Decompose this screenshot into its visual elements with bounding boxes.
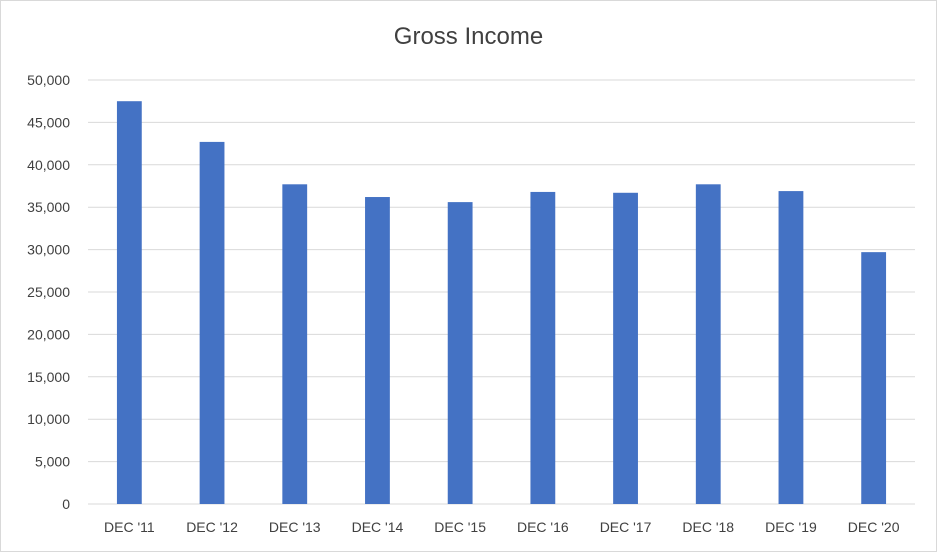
gridlines [88, 79, 915, 505]
bar [282, 184, 308, 504]
x-tick-label: DEC '11 [104, 519, 155, 535]
bar [116, 101, 142, 504]
x-tick-label: DEC '20 [848, 519, 900, 535]
y-tick-label: 35,000 [27, 199, 70, 215]
y-tick-label: 25,000 [27, 284, 70, 300]
x-tick-label: DEC '17 [600, 519, 652, 535]
y-tick-label: 15,000 [27, 369, 70, 385]
y-tick-label: 20,000 [27, 326, 70, 342]
bar [365, 197, 390, 505]
bar [447, 202, 473, 504]
bar [199, 141, 225, 505]
x-tick-label: DEC '18 [682, 519, 734, 535]
x-tick-label: DEC '13 [269, 519, 321, 535]
y-tick-label: 0 [62, 496, 70, 512]
bar [861, 252, 887, 504]
y-tick-label: 50,000 [27, 72, 70, 88]
x-tick-label: DEC '16 [517, 519, 569, 535]
y-tick-label: 45,000 [27, 114, 70, 130]
y-tick-label: 30,000 [27, 242, 70, 258]
x-tick-label: DEC '15 [434, 519, 486, 535]
y-axis-tick-labels: 0 5,000 10,000 15,000 20,000 25,000 30,000 35,0… [27, 72, 70, 512]
bar [695, 184, 721, 504]
chart-title: Gross Income [393, 23, 544, 50]
bar [613, 192, 638, 504]
y-tick-label: 40,000 [27, 157, 70, 173]
x-tick-label: DEC '12 [186, 519, 238, 535]
bar [530, 191, 556, 504]
x-tick-label: DEC '14 [352, 519, 404, 535]
bar [778, 191, 804, 504]
x-tick-label: DEC '19 [765, 519, 817, 535]
x-axis-tick-labels: DEC '11 DEC '12 DEC '13 DEC '14 DEC '15 DEC '… [104, 519, 900, 535]
y-tick-label: 10,000 [27, 411, 70, 427]
bars [116, 101, 887, 505]
y-tick-label: 5,000 [35, 454, 70, 470]
